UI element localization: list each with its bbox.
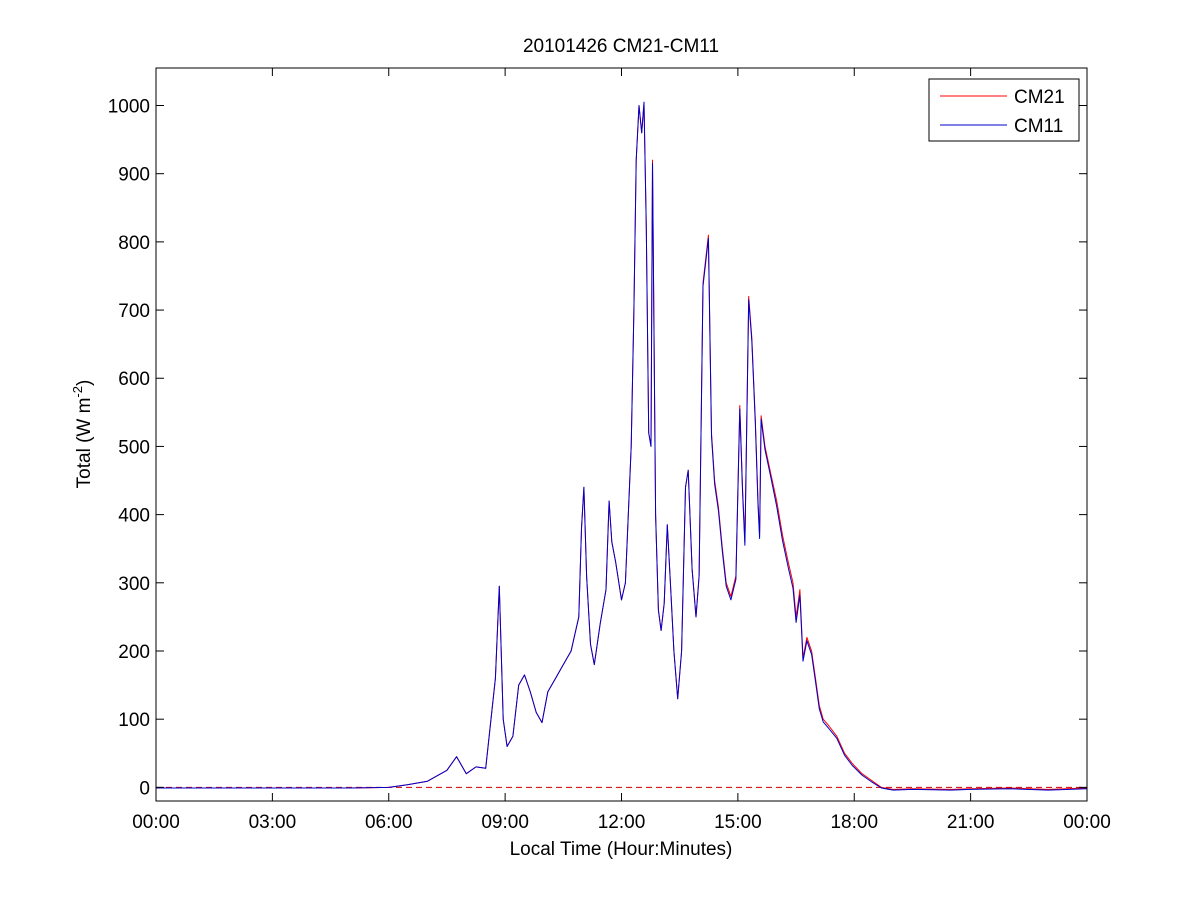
- y-axis-label-close: ): [74, 380, 95, 386]
- y-axis-label-superscript: -2: [70, 386, 85, 398]
- x-tick-label: 12:00: [598, 812, 646, 833]
- legend-label-cm21: CM21: [1014, 87, 1065, 108]
- y-tick-label: 600: [118, 369, 150, 390]
- x-axis-label: Local Time (Hour:Minutes): [510, 839, 733, 860]
- y-tick-label: 900: [118, 165, 150, 186]
- legend: CM21 CM11: [928, 78, 1080, 142]
- y-tick-label: 1000: [108, 97, 150, 118]
- x-tick-label: 21:00: [947, 812, 995, 833]
- x-tick-label: 18:00: [830, 812, 878, 833]
- legend-box: [928, 78, 1080, 142]
- y-tick-label: 100: [118, 710, 150, 731]
- y-axis-ticks: 0 100 200 300 400 500 600 700 800 900 1000: [108, 97, 1087, 799]
- y-tick-label: 200: [118, 642, 150, 663]
- x-tick-label: 03:00: [249, 812, 297, 833]
- x-axis-ticks: 00:00 03:00 06:00 09:00 12:00 15:00 18:00 21:00…: [132, 68, 1111, 833]
- x-tick-label: 06:00: [365, 812, 413, 833]
- y-axis-label-main: Total (W m: [74, 398, 95, 489]
- series-layer: [156, 101, 1088, 791]
- y-tick-label: 700: [118, 301, 150, 322]
- y-axis-label: Total (W m-2): [70, 380, 95, 489]
- y-tick-label: 0: [139, 778, 150, 799]
- y-tick-label: 300: [118, 574, 150, 595]
- x-tick-label: 09:00: [481, 812, 529, 833]
- x-tick-label: 00:00: [1063, 812, 1111, 833]
- x-tick-label: 15:00: [714, 812, 762, 833]
- y-tick-label: 800: [118, 233, 150, 254]
- y-tick-label: 500: [118, 437, 150, 458]
- chart-title: 20101426 CM21-CM11: [523, 36, 719, 57]
- x-tick-label: 00:00: [132, 812, 180, 833]
- series-line-cm11: [156, 101, 1088, 791]
- legend-label-cm11: CM11: [1014, 116, 1063, 137]
- plot-area: [156, 68, 1087, 801]
- y-tick-label: 400: [118, 506, 150, 527]
